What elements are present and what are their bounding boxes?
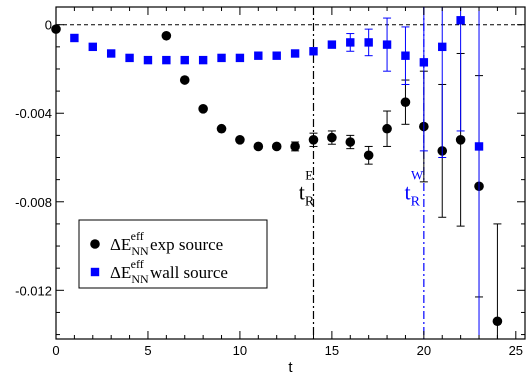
data-point-square — [419, 58, 429, 67]
annotations: tRE tRW — [299, 168, 424, 210]
legend-entry-label: ΔENNeff wall source — [110, 257, 228, 286]
data-point-circle — [179, 75, 190, 85]
data-point-circle — [198, 104, 208, 114]
data-point-circle — [363, 150, 374, 161]
data-point-square — [474, 142, 484, 151]
data-point-circle — [290, 141, 300, 152]
legend-box — [78, 219, 268, 289]
data-point-square — [364, 38, 373, 47]
data-point-square — [162, 55, 171, 65]
y-tick-label: -0.004 — [15, 106, 52, 121]
x-tick-label: 0 — [52, 343, 59, 358]
data-point-square — [217, 53, 226, 63]
data-point-circle — [161, 30, 172, 41]
data-point-square — [143, 55, 153, 65]
data-point-square — [180, 55, 189, 65]
data-point-square — [456, 16, 465, 25]
axes: 0 5 10 15 20 25 0 -0.004 -0.008 -0.012 — [15, 7, 525, 358]
data-point-circle — [327, 132, 337, 143]
legend-marker-square — [90, 267, 100, 277]
series-exp-source — [51, 24, 503, 339]
data-point-circle — [382, 123, 392, 134]
data-point-circle — [308, 135, 319, 145]
data-point-square — [290, 49, 300, 58]
data-point-square — [70, 33, 79, 43]
data-point-square — [125, 53, 134, 63]
data-point-square — [382, 40, 392, 49]
x-tick-label: 20 — [417, 343, 431, 358]
threshold-annotation: tRE — [299, 168, 315, 210]
data-point-circle — [492, 316, 503, 327]
series-wall-source — [70, 7, 484, 339]
data-point-square — [401, 51, 410, 60]
plot-border — [55, 6, 526, 340]
data-point-circle — [455, 135, 466, 145]
data-point-square — [346, 38, 355, 47]
data-point-circle — [216, 123, 227, 134]
x-tick-label: 15 — [325, 343, 339, 358]
series-layer — [51, 7, 503, 339]
threshold-annotation: tRW — [405, 168, 424, 210]
data-point-square — [327, 40, 337, 49]
data-point-square — [106, 49, 116, 58]
data-point-square — [235, 53, 245, 63]
y-tick-label: 0 — [45, 18, 52, 33]
data-point-square — [309, 47, 318, 56]
data-point-square — [198, 55, 208, 65]
x-tick-label: 5 — [144, 343, 151, 358]
x-tick-label: 10 — [233, 343, 247, 358]
x-axis-label: t — [288, 359, 293, 376]
legend-entry-label: ΔENNeff exp source — [110, 229, 223, 258]
plot-area — [55, 6, 526, 340]
y-tick-label: -0.008 — [15, 195, 52, 210]
x-tick-label: 25 — [509, 343, 523, 358]
data-point-circle — [400, 97, 411, 107]
data-point-circle — [345, 137, 356, 147]
data-point-circle — [253, 141, 264, 152]
data-point-square — [88, 42, 97, 52]
data-point-circle — [51, 24, 61, 34]
data-point-circle — [235, 135, 245, 145]
data-point-square — [272, 51, 281, 60]
y-tick-label: -0.012 — [15, 283, 52, 298]
data-point-square — [438, 42, 447, 52]
data-point-square — [254, 51, 263, 60]
legend-marker-circle — [90, 239, 100, 249]
data-point-circle — [271, 141, 282, 152]
